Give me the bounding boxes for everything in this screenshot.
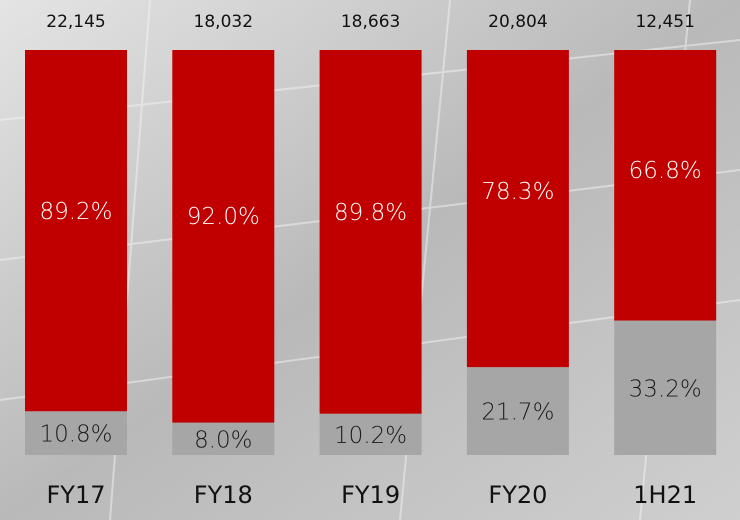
bar-segment: [25, 50, 127, 411]
value-label: 21.7%: [481, 400, 554, 426]
bar-segment: [614, 50, 716, 321]
value-label: 33.2%: [629, 376, 702, 402]
total-label: 18,032: [194, 12, 253, 32]
value-label: 10.8%: [39, 422, 112, 448]
total-label: 12,451: [635, 12, 694, 32]
value-label: 66.8%: [629, 158, 702, 184]
x-tick-label: FY18: [194, 481, 253, 509]
total-label: 22,145: [46, 12, 105, 32]
value-label: 89.8%: [334, 200, 407, 226]
value-label: 92.0%: [187, 204, 260, 230]
value-label: 78.3%: [481, 179, 554, 205]
total-label: 18,663: [341, 12, 400, 32]
total-label: 20,804: [488, 12, 547, 32]
x-tick-label: FY19: [341, 481, 400, 509]
bar-segment: [172, 50, 274, 423]
value-label: 89.2%: [39, 199, 112, 225]
value-label: 10.2%: [334, 423, 407, 449]
chart: 10.8% 89.2% 22,145 FY17 8.0% 92.0% 18,032 FY18 1…: [0, 0, 740, 520]
bar-segment: [320, 50, 422, 414]
bar-segment: [467, 50, 569, 367]
x-tick-label: FY17: [46, 481, 105, 509]
x-tick-label: FY20: [488, 481, 547, 509]
value-label: 8.0%: [194, 427, 252, 453]
x-tick-label: 1H21: [633, 481, 697, 509]
